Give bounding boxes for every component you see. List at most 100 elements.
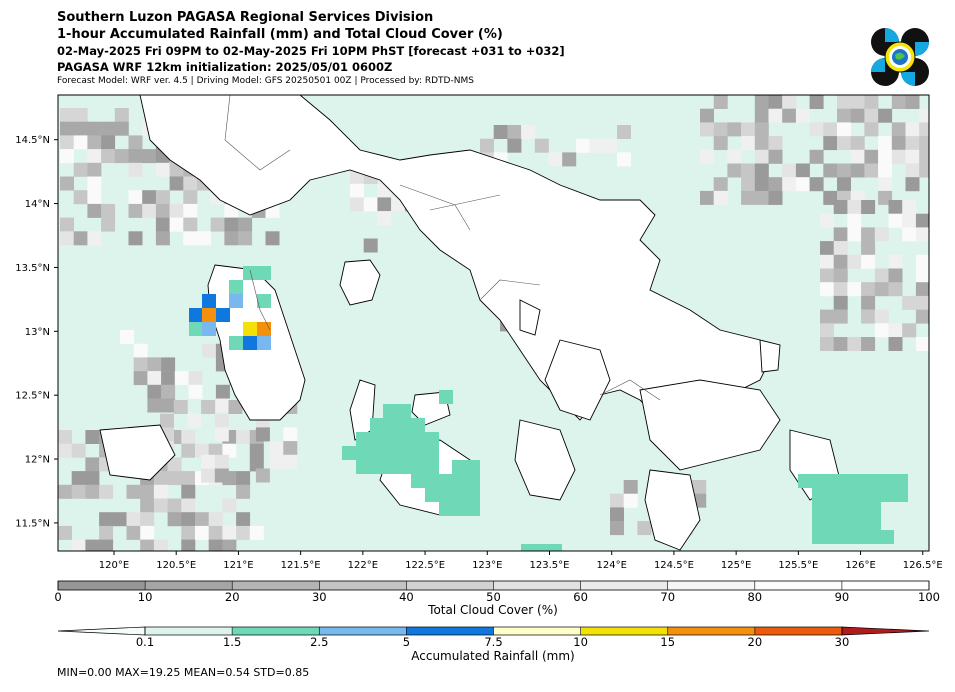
cloud-cell <box>249 457 264 472</box>
rain-cell <box>521 544 535 551</box>
cloud-cell <box>768 190 783 205</box>
rain-colorbar-swatch <box>580 627 669 635</box>
cloud-cell <box>140 539 155 551</box>
cloud-cell <box>167 498 182 513</box>
cloud-cell <box>610 521 624 536</box>
cloud-cell <box>222 525 237 540</box>
cloud-cell <box>140 512 155 527</box>
lat-tick-labels: 11.5°N 12°N 12.5°N 13°N 13.5°N 14°N 14.5°N <box>15 135 58 529</box>
cloud-cell <box>101 135 116 150</box>
cloud-cell <box>210 217 225 232</box>
rain-cell <box>189 308 203 322</box>
cloud-cell <box>919 108 929 123</box>
cloud-cell <box>915 254 929 269</box>
cloud-cell <box>147 384 162 399</box>
cloud-cell <box>617 125 631 139</box>
cloud-colorbar-swatch <box>58 581 146 590</box>
cloud-cell <box>850 108 865 123</box>
cloud-cell <box>864 95 879 109</box>
land-polygon <box>339 259 381 306</box>
rain-cell <box>452 502 466 516</box>
rain-cell <box>356 432 370 446</box>
cloud-cell <box>377 197 392 212</box>
rain-cell <box>466 460 480 474</box>
cloud-cell <box>915 268 929 283</box>
cloud-cell <box>905 95 920 109</box>
cloud-cell <box>850 163 865 178</box>
cloud-cell <box>87 176 102 191</box>
cloud-cell <box>377 211 392 226</box>
cloud-cell <box>181 512 196 527</box>
rain-cell <box>853 516 867 530</box>
cloud-cell <box>795 177 810 192</box>
cloud-colorbar-tick: 80 <box>747 590 762 604</box>
cloud-cell <box>160 413 174 428</box>
cloud-colorbar-swatch <box>580 581 668 590</box>
cloud-cell <box>768 136 783 151</box>
rain-cell <box>370 446 384 460</box>
cloud-cell <box>58 484 72 499</box>
cloud-cell <box>833 241 848 256</box>
cloud-cell <box>133 357 148 372</box>
cloud-cell <box>147 357 162 372</box>
rain-colorbar-swatch <box>232 627 320 635</box>
rain-cell <box>425 474 439 488</box>
cloud-cell <box>188 371 203 386</box>
cloud-cell <box>754 177 769 192</box>
cloud-cell <box>603 138 618 153</box>
cloud-cell <box>891 136 906 151</box>
cloud-cell <box>236 525 251 540</box>
cloud-cell <box>692 480 707 494</box>
cloud-cell <box>493 125 508 139</box>
cloud-cell <box>833 227 848 242</box>
cloud-cell <box>878 163 893 178</box>
cloud-cell <box>183 203 198 218</box>
rain-colorbar-swatch <box>754 627 843 635</box>
lon-tick-label: 123.5°E <box>530 560 570 571</box>
cloud-cell <box>833 268 848 283</box>
cloud-cell <box>891 122 906 137</box>
rain-cell <box>880 488 894 502</box>
lon-tick-label: 122°E <box>348 560 378 571</box>
cloud-cell <box>265 231 280 246</box>
cloud-cell <box>888 254 903 269</box>
cloud-cell <box>874 227 889 242</box>
rain-cell <box>411 474 425 488</box>
cloud-cell <box>161 357 176 372</box>
lon-tick-label: 122.5°E <box>405 560 445 571</box>
cloud-cell <box>905 122 920 137</box>
cloud-cell <box>71 539 86 551</box>
cloud-cell <box>623 493 638 508</box>
cloud-cell <box>181 430 196 444</box>
cloud-cell <box>888 337 903 351</box>
land-polygon <box>759 339 781 373</box>
page-title: Southern Luzon PAGASA Regional Services … <box>57 10 434 25</box>
boundary-line <box>429 194 501 211</box>
rain-cell <box>867 502 881 516</box>
rain-cell <box>439 488 453 502</box>
lon-tick-label: 124°E <box>597 560 627 571</box>
cloud-cell <box>700 122 714 137</box>
cloud-cell <box>87 121 102 136</box>
cloud-cell <box>878 149 893 164</box>
cloud-cell <box>155 217 170 232</box>
cloud-cell <box>850 95 865 109</box>
cloud-colorbar-tick: 20 <box>225 590 240 604</box>
cloud-colorbar-swatch <box>406 581 494 590</box>
cloud-cell <box>861 241 876 256</box>
cloud-cell <box>202 343 217 358</box>
cloud-cell <box>60 108 74 122</box>
rain-cell <box>257 336 271 350</box>
cloud-cell <box>902 323 917 338</box>
cloud-cell <box>820 309 834 324</box>
rain-cell <box>853 502 867 516</box>
cloud-cell <box>847 254 862 269</box>
land-polygon <box>99 424 176 481</box>
cloud-cell <box>60 135 74 150</box>
boundary-line <box>479 279 541 301</box>
cloud-cell <box>820 323 834 338</box>
boundary-line <box>399 184 471 231</box>
cloud-cell <box>269 454 284 469</box>
cloud-cell <box>222 539 237 551</box>
cloud-cell <box>713 177 728 192</box>
